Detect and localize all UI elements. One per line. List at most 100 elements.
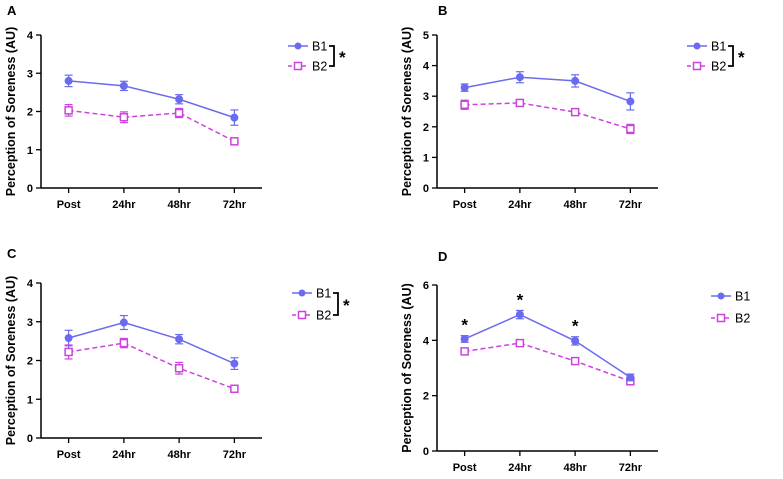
significance-marker: * bbox=[339, 48, 346, 67]
y-tick-label: 0 bbox=[423, 446, 429, 458]
x-tick-label: 24hr bbox=[112, 449, 136, 461]
panel-b: B 0 1 2 3 4 5 Post 24hr 48hr 72hr Perception of Sor… bbox=[400, 3, 745, 211]
data-point bbox=[571, 76, 580, 85]
y-tick-label: 2 bbox=[423, 391, 429, 403]
data-point bbox=[175, 95, 184, 104]
series-b1 bbox=[64, 314, 239, 371]
data-point bbox=[119, 318, 128, 327]
y-tick-label: 1 bbox=[27, 394, 33, 406]
series-line bbox=[68, 109, 235, 143]
series-b1 bbox=[460, 71, 635, 111]
legend-label: B1 bbox=[711, 40, 726, 54]
panel-label: B bbox=[438, 3, 447, 18]
data-point bbox=[175, 335, 184, 344]
data-point bbox=[515, 98, 525, 108]
x-tick-label: 72hr bbox=[223, 199, 247, 211]
significance-bracket bbox=[728, 45, 734, 67]
series-line bbox=[68, 321, 235, 365]
data-point bbox=[515, 310, 524, 319]
data-point bbox=[515, 73, 524, 82]
y-tick-label: 2 bbox=[27, 107, 33, 119]
significance-marker: * bbox=[461, 316, 468, 335]
data-point bbox=[570, 356, 580, 366]
panel-label: D bbox=[438, 249, 447, 264]
y-tick-label: 4 bbox=[423, 61, 430, 73]
series-line bbox=[464, 102, 631, 130]
significance-marker: * bbox=[738, 48, 745, 67]
legend-label: B2 bbox=[711, 60, 726, 74]
y-tick-label: 0 bbox=[27, 183, 33, 195]
data-point bbox=[230, 113, 239, 122]
data-point bbox=[570, 107, 580, 117]
data-point bbox=[119, 112, 129, 122]
x-tick-label: Post bbox=[57, 449, 81, 461]
significance-bracket bbox=[329, 45, 335, 67]
series-line bbox=[68, 80, 235, 119]
legend-marker bbox=[716, 313, 726, 323]
x-tick-label: 72hr bbox=[223, 449, 247, 461]
y-tick-label: 4 bbox=[27, 30, 34, 42]
data-point bbox=[119, 81, 128, 90]
x-tick-label: 48hr bbox=[564, 199, 588, 211]
y-axis-title: Perception of Soreness (AU) bbox=[400, 283, 414, 452]
y-tick-label: 5 bbox=[423, 30, 429, 42]
data-point bbox=[460, 347, 469, 356]
significance-marker: * bbox=[343, 296, 350, 315]
legend-label: B2 bbox=[735, 312, 750, 326]
y-tick-label: 1 bbox=[27, 145, 33, 157]
series-line bbox=[68, 342, 235, 390]
series-b1 bbox=[64, 74, 239, 126]
panel-label: A bbox=[7, 3, 17, 18]
data-point bbox=[460, 100, 469, 110]
y-tick-label: 0 bbox=[27, 433, 33, 445]
x-tick-label: 72hr bbox=[619, 199, 643, 211]
y-tick-label: 3 bbox=[27, 317, 33, 329]
panel-d: D 0 2 4 6 Post 24hr 48hr 72hr Perception of Soren… bbox=[400, 249, 750, 474]
series-line bbox=[464, 76, 631, 103]
legend-label: B1 bbox=[316, 287, 331, 301]
data-point bbox=[460, 83, 469, 92]
series-line bbox=[464, 313, 631, 379]
series-b2 bbox=[64, 337, 239, 394]
legend-marker bbox=[294, 42, 302, 50]
series-line bbox=[464, 342, 631, 382]
panel-c: C 0 1 2 3 4 Post 24hr 48hr 72hr Perception of Sore… bbox=[4, 246, 350, 461]
y-axis-title: Perception of Soreness (AU) bbox=[400, 27, 414, 196]
legend: B1 B2 * bbox=[288, 40, 346, 74]
legend-marker bbox=[693, 42, 701, 50]
x-tick-label: 48hr bbox=[168, 199, 192, 211]
data-point bbox=[571, 336, 580, 345]
panel-label: C bbox=[7, 246, 17, 261]
legend: B1 B2 bbox=[711, 290, 750, 326]
data-point bbox=[174, 108, 184, 118]
series-b2 bbox=[460, 98, 635, 135]
data-point bbox=[174, 364, 184, 373]
significance-bracket bbox=[333, 292, 339, 316]
x-tick-label: Post bbox=[453, 199, 477, 211]
x-tick-label: 48hr bbox=[564, 462, 588, 474]
data-point bbox=[230, 384, 239, 394]
series-b2 bbox=[64, 104, 239, 146]
y-axis-title: Perception of Soreness (AU) bbox=[4, 276, 18, 445]
data-point bbox=[230, 137, 239, 146]
panel-a: A 0 1 2 3 4 Post 24hr 48hr 72hr Perception of Sore… bbox=[4, 3, 346, 211]
legend-label: B2 bbox=[316, 309, 331, 323]
data-point bbox=[626, 124, 635, 134]
legend-marker bbox=[717, 292, 725, 300]
x-tick-label: 24hr bbox=[508, 462, 532, 474]
data-point bbox=[119, 338, 129, 348]
y-tick-label: 4 bbox=[423, 335, 430, 347]
data-point bbox=[64, 76, 73, 85]
legend-marker bbox=[298, 289, 306, 297]
x-tick-label: 48hr bbox=[168, 449, 192, 461]
series-b1 bbox=[460, 309, 635, 382]
legend-marker bbox=[692, 61, 702, 71]
legend: B1 B2 * bbox=[292, 287, 350, 323]
y-tick-label: 2 bbox=[27, 356, 33, 368]
legend-marker bbox=[293, 61, 303, 71]
legend-label: B1 bbox=[735, 290, 750, 304]
legend: B1 B2 * bbox=[687, 40, 745, 74]
data-point bbox=[64, 334, 73, 343]
x-tick-label: Post bbox=[57, 199, 81, 211]
